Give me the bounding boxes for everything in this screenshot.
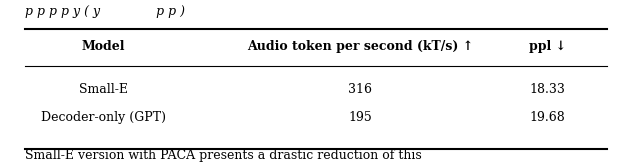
Text: p p p p y ( y              p p ): p p p p y ( y p p ) — [25, 5, 185, 18]
Text: Model: Model — [81, 40, 125, 53]
Text: 195: 195 — [348, 111, 372, 124]
Text: 316: 316 — [348, 83, 372, 96]
Text: Small-E version with PACA presents a drastic reduction of this: Small-E version with PACA presents a dra… — [25, 149, 422, 162]
Text: 18.33: 18.33 — [530, 83, 566, 96]
Text: Audio token per second (kT/s) ↑: Audio token per second (kT/s) ↑ — [247, 40, 473, 53]
Text: ppl ↓: ppl ↓ — [529, 40, 567, 53]
Text: Decoder-only (GPT): Decoder-only (GPT) — [41, 111, 166, 124]
Text: 19.68: 19.68 — [530, 111, 566, 124]
Text: Small-E: Small-E — [79, 83, 128, 96]
